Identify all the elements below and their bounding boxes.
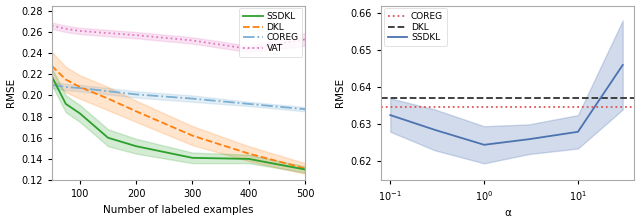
SSDKL — [574, 130, 582, 133]
COREG — [301, 108, 309, 111]
Line: COREG: COREG — [52, 85, 305, 109]
DKL — [104, 97, 112, 100]
SSDKL — [62, 103, 70, 105]
COREG — [76, 87, 84, 89]
SSDKL — [189, 157, 196, 159]
SSDKL — [431, 129, 439, 131]
Y-axis label: RMSE: RMSE — [6, 78, 15, 107]
VAT — [189, 39, 196, 42]
Line: VAT: VAT — [52, 26, 305, 49]
DKL — [62, 78, 70, 81]
VAT — [48, 24, 56, 27]
SSDKL — [132, 145, 140, 148]
COREG — [189, 97, 196, 100]
SSDKL — [301, 168, 309, 171]
Y-axis label: RMSE: RMSE — [335, 78, 345, 107]
COREG — [132, 93, 140, 96]
SSDKL — [525, 138, 532, 141]
VAT — [245, 47, 253, 50]
VAT — [76, 30, 84, 32]
SSDKL — [48, 75, 56, 78]
DKL — [301, 167, 309, 170]
COREG — [104, 90, 112, 93]
VAT — [104, 32, 112, 34]
SSDKL — [387, 114, 394, 116]
COREG — [62, 86, 70, 88]
X-axis label: α: α — [504, 209, 511, 218]
SSDKL — [76, 112, 84, 115]
Legend: COREG, DKL, SSDKL: COREG, DKL, SSDKL — [384, 8, 447, 46]
SSDKL — [619, 64, 627, 66]
DKL — [48, 65, 56, 67]
Line: SSDKL: SSDKL — [390, 65, 623, 145]
COREG — [245, 103, 253, 105]
VAT — [62, 28, 70, 30]
COREG — [48, 84, 56, 86]
DKL — [480, 96, 488, 99]
VAT — [301, 38, 309, 41]
COREG — [480, 105, 488, 108]
SSDKL — [245, 157, 253, 160]
Legend: SSDKL, DKL, COREG, VAT: SSDKL, DKL, COREG, VAT — [239, 8, 302, 57]
Line: SSDKL: SSDKL — [52, 76, 305, 170]
DKL — [189, 134, 196, 137]
X-axis label: Number of labeled examples: Number of labeled examples — [103, 205, 253, 215]
SSDKL — [104, 136, 112, 139]
DKL — [132, 110, 140, 113]
DKL — [76, 86, 84, 88]
DKL — [245, 152, 253, 155]
Line: DKL: DKL — [52, 66, 305, 168]
SSDKL — [480, 143, 488, 146]
VAT — [132, 34, 140, 37]
